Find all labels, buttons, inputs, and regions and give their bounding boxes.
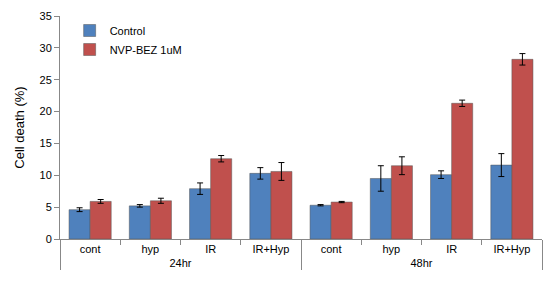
svg-text:Control: Control (110, 25, 145, 37)
svg-text:hyp: hyp (383, 243, 401, 255)
svg-text:hyp: hyp (142, 243, 160, 255)
svg-text:0: 0 (46, 233, 52, 245)
svg-text:IR: IR (205, 243, 216, 255)
svg-text:30: 30 (40, 42, 52, 54)
svg-text:IR+Hyp: IR+Hyp (252, 243, 289, 255)
svg-text:15: 15 (40, 137, 52, 149)
svg-text:cont: cont (80, 243, 101, 255)
svg-text:10: 10 (40, 169, 52, 181)
svg-text:Cell death (%): Cell death (%) (12, 86, 27, 168)
svg-text:5: 5 (46, 201, 52, 213)
svg-text:IR: IR (446, 243, 457, 255)
svg-text:IR+Hyp: IR+Hyp (493, 243, 530, 255)
svg-text:35: 35 (40, 10, 52, 22)
svg-text:24hr: 24hr (169, 257, 191, 269)
svg-text:48hr: 48hr (410, 257, 432, 269)
svg-text:20: 20 (40, 105, 52, 117)
svg-text:25: 25 (40, 74, 52, 86)
svg-text:NVP-BEZ 1uM: NVP-BEZ 1uM (110, 44, 182, 56)
svg-text:cont: cont (321, 243, 342, 255)
